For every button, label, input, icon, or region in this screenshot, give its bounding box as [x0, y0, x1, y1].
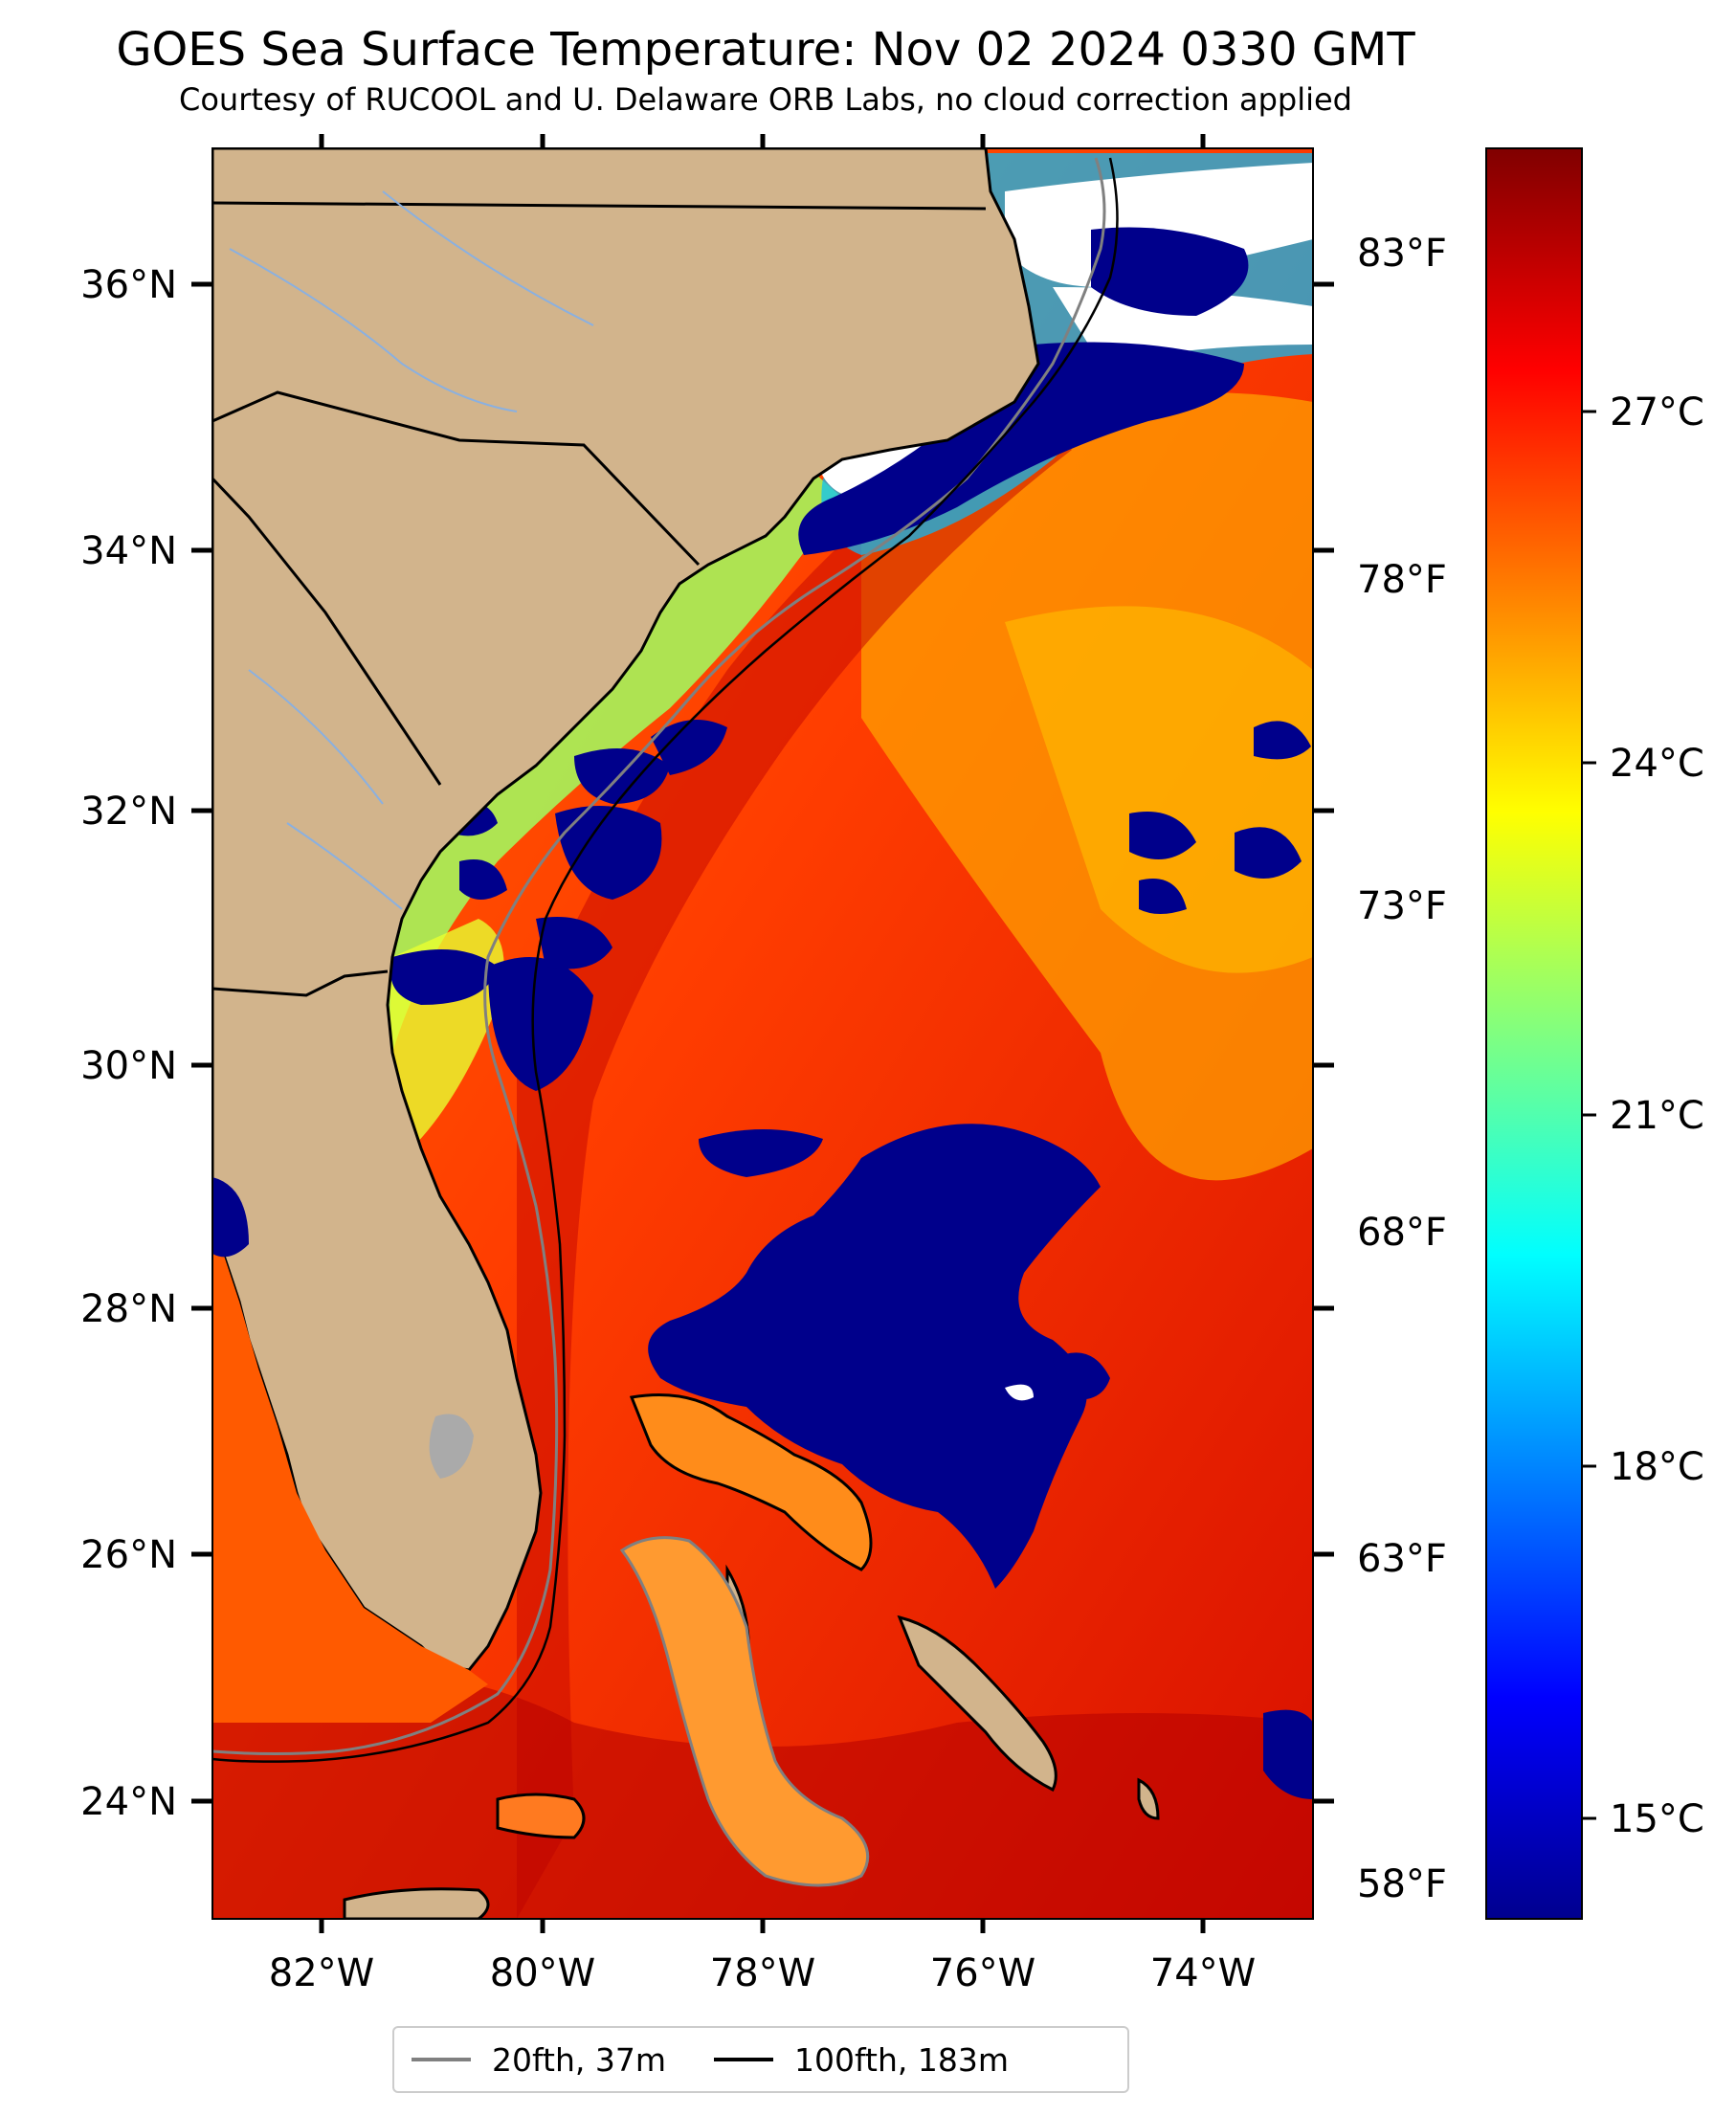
lon-tick-label: 82°W: [269, 1951, 374, 1995]
fahrenheit-tick-label: 68°F: [1357, 1211, 1447, 1255]
bahamas-island: [897, 1615, 1057, 1793]
nodata-patch: [1005, 1384, 1034, 1401]
chart-subtitle: Courtesy of RUCOOL and U. Delaware ORB L…: [179, 81, 1352, 118]
river: [382, 190, 594, 326]
sst-map: [212, 148, 1313, 1919]
legend-item-100fth: 100fth, 183m: [714, 2041, 1009, 2079]
great-bahama-bank: [619, 1536, 870, 1887]
cuba-land: [343, 1887, 490, 1919]
fahrenheit-tick-label: 58°F: [1357, 1862, 1447, 1906]
legend: 20fth, 37m 100fth, 183m: [392, 2026, 1129, 2093]
lat-tick-label: 26°N: [80, 1533, 177, 1577]
isobath-100fth: [212, 157, 1119, 1763]
lat-tick-label: 30°N: [80, 1044, 177, 1088]
lon-tick-label: 78°W: [710, 1951, 815, 1995]
celsius-tick-label: 15°C: [1610, 1797, 1704, 1841]
lat-tick-label: 34°N: [80, 529, 177, 573]
lat-tick-label: 24°N: [80, 1780, 177, 1824]
state-border: [212, 969, 389, 997]
cloud-mask: [212, 1177, 249, 1258]
cloud-mask: [1129, 812, 1196, 859]
fahrenheit-tick-label: 83°F: [1357, 232, 1447, 276]
celsius-tick-label: 18°C: [1610, 1445, 1704, 1489]
lat-tick-label: 28°N: [80, 1287, 177, 1331]
cloud-mask: [1235, 827, 1302, 879]
major-ticks: [191, 134, 1334, 1933]
cloud-mask: [1254, 721, 1311, 760]
isobath-20fth: [212, 157, 1106, 1755]
state-border: [212, 201, 987, 211]
cuba-bank: [496, 1793, 586, 1839]
fahrenheit-tick-label: 63°F: [1357, 1537, 1447, 1581]
cloud-mask: [459, 859, 507, 900]
colorbar-ticks: [1582, 410, 1596, 1820]
river: [286, 822, 403, 910]
legend-line-black: [714, 2058, 773, 2061]
gulf-water: [212, 1235, 488, 1723]
lat-tick-label: 36°N: [80, 263, 177, 307]
river: [248, 669, 384, 805]
cloud-mask: [488, 957, 593, 1091]
legend-line-gray: [412, 2058, 471, 2061]
legend-label: 100fth, 183m: [794, 2040, 1009, 2079]
cloud-mask: [1263, 1709, 1313, 1799]
cloud-mask: [574, 748, 670, 804]
river: [229, 248, 518, 412]
cloud-mask: [648, 1124, 1101, 1589]
cloud-mask: [1053, 1352, 1110, 1400]
fahrenheit-tick-label: 73°F: [1357, 884, 1447, 928]
cloud-mask: [651, 720, 727, 775]
legend-item-20fth: 20fth, 37m: [412, 2041, 666, 2079]
lon-tick-label: 74°W: [1150, 1951, 1256, 1995]
bahamas-island: [1137, 1777, 1160, 1820]
chart-title: GOES Sea Surface Temperature: Nov 02 202…: [116, 23, 1415, 77]
state-border: [212, 477, 442, 786]
celsius-tick-label: 24°C: [1610, 742, 1704, 786]
cloud-mask: [699, 1129, 823, 1177]
lon-tick-label: 76°W: [930, 1951, 1035, 1995]
warm-core: [1005, 606, 1313, 973]
cloud-mask: [1139, 879, 1187, 914]
colorbar: [1485, 147, 1583, 1920]
lake-okeechobee: [429, 1414, 474, 1479]
cloud-mask: [390, 949, 498, 1005]
celsius-tick-label: 21°C: [1610, 1094, 1704, 1138]
state-border: [212, 390, 701, 567]
bahamas-bank: [629, 1393, 873, 1571]
shelf-cool: [388, 421, 842, 1053]
cloud-mask: [555, 806, 662, 900]
cloud-mask: [1091, 227, 1249, 316]
cloud-mask: [536, 917, 612, 969]
fahrenheit-tick-label: 78°F: [1357, 558, 1447, 602]
celsius-tick-label: 27°C: [1610, 390, 1704, 434]
legend-label: 20fth, 37m: [492, 2040, 666, 2079]
cloud-mask: [798, 342, 1244, 555]
lat-tick-label: 32°N: [80, 790, 177, 834]
lon-tick-label: 80°W: [490, 1951, 595, 1995]
